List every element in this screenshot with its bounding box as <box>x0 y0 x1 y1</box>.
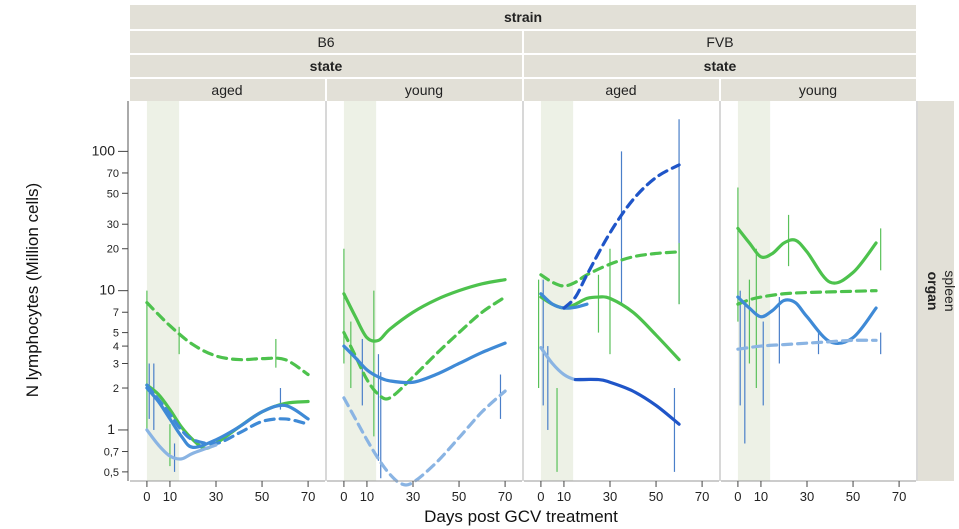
x-tick-label: 50 <box>846 489 860 504</box>
strain-fvb-strip <box>524 31 916 53</box>
state-young-strip-b6 <box>327 79 522 101</box>
x-tick-label: 10 <box>557 489 571 504</box>
y-ticks: 100 70 50 30 20 10 7 54 3 2 1 0,7 0,5 <box>92 142 128 479</box>
state-aged-strip-fvb <box>524 79 719 101</box>
x-tick-label: 70 <box>695 489 709 504</box>
series-line-green-dashed <box>539 250 681 288</box>
panels: 0 10 30 50 70 0 10 30 50 70 0 10 30 50 70 0 10 30 50 70 <box>130 101 918 504</box>
x-tick-label: 30 <box>209 489 223 504</box>
state-young-label-b6: young <box>405 82 443 98</box>
x-tick-label: 10 <box>163 489 177 504</box>
x-tick-label: 10 <box>754 489 768 504</box>
series-line-lightblue-dashed <box>736 338 878 351</box>
treatment-shaded-band <box>737 101 771 481</box>
state-aged-label-fvb: aged <box>605 82 636 98</box>
series-line-darkblue-solid <box>573 377 681 426</box>
y-tick-label: 4 <box>113 341 119 353</box>
panel-fvb-aged: 0 10 30 50 70 <box>524 101 721 504</box>
x-tick-label: 30 <box>406 489 420 504</box>
x-tick-label: 70 <box>892 489 906 504</box>
x-axis-title: Days post GCV treatment <box>424 507 618 526</box>
organ-spleen-label: spleen <box>942 270 958 311</box>
strain-strip <box>130 5 916 29</box>
y-tick-label: 0,5 <box>104 467 119 479</box>
series-line-blue-solid <box>342 341 507 385</box>
series-line-lightblue-dashed <box>342 389 507 487</box>
y-tick-label: 3 <box>113 358 119 370</box>
x-tick-label: 0 <box>143 489 150 504</box>
y-tick-label: 100 <box>92 142 116 158</box>
y-tick-label: 7 <box>113 307 119 319</box>
x-tick-label: 10 <box>360 489 374 504</box>
strain-b6-label: B6 <box>317 34 334 50</box>
x-tick-label: 70 <box>498 489 512 504</box>
state-strip-b6 <box>130 55 522 77</box>
y-tick-label: 20 <box>107 244 119 256</box>
organ-strip <box>918 101 954 481</box>
state-strip-fvb <box>524 55 916 77</box>
y-tick-label: 5 <box>113 328 119 340</box>
treatment-shaded-band <box>343 101 377 481</box>
x-tick-label: 0 <box>537 489 544 504</box>
series-line-darkblue-dashed <box>562 163 681 310</box>
state-title-b6: state <box>310 58 343 74</box>
panel-b6-aged: 0 10 30 50 70 <box>130 101 327 504</box>
y-tick-label: 10 <box>99 282 115 298</box>
x-tick-label: 0 <box>734 489 741 504</box>
x-tick-label: 30 <box>800 489 814 504</box>
series-line-green-dashed <box>145 301 310 377</box>
x-tick-label: 30 <box>603 489 617 504</box>
y-tick-label: 0,7 <box>104 447 119 459</box>
strain-strip-title: strain <box>504 9 542 25</box>
x-tick-label: 50 <box>255 489 269 504</box>
state-aged-strip-b6 <box>130 79 325 101</box>
y-tick-label: 50 <box>107 188 119 200</box>
x-tick-label: 50 <box>649 489 663 504</box>
series-line-green-solid <box>736 226 878 285</box>
series-line-blue-solid <box>736 295 878 346</box>
x-tick-label: 0 <box>340 489 347 504</box>
state-aged-label-b6: aged <box>211 82 242 98</box>
y-tick-label: 30 <box>107 219 119 231</box>
series-line-green-solid <box>342 278 507 343</box>
strain-fvb-label: FVB <box>706 34 733 50</box>
state-young-label-fvb: young <box>799 82 837 98</box>
y-tick-label: 70 <box>107 168 119 180</box>
series-line-blue-solid <box>145 386 310 449</box>
x-tick-label: 70 <box>301 489 315 504</box>
organ-strip-title: organ <box>925 272 941 311</box>
y-tick-label: 1 <box>107 421 115 437</box>
series-line-lightblue-solid <box>145 428 218 461</box>
state-young-strip-fvb <box>721 79 916 101</box>
panel-b6-young: 0 10 30 50 70 <box>327 101 524 504</box>
panel-fvb-young: 0 10 30 50 70 <box>721 101 918 504</box>
strain-b6-strip <box>130 31 522 53</box>
state-title-fvb: state <box>704 58 737 74</box>
series-line-green-dashed <box>736 289 878 306</box>
y-tick-label: 2 <box>113 383 119 395</box>
series-line-green-dashed <box>342 295 507 401</box>
x-tick-label: 50 <box>452 489 466 504</box>
y-axis-title: N lymphocytes (Million cells) <box>23 183 42 397</box>
